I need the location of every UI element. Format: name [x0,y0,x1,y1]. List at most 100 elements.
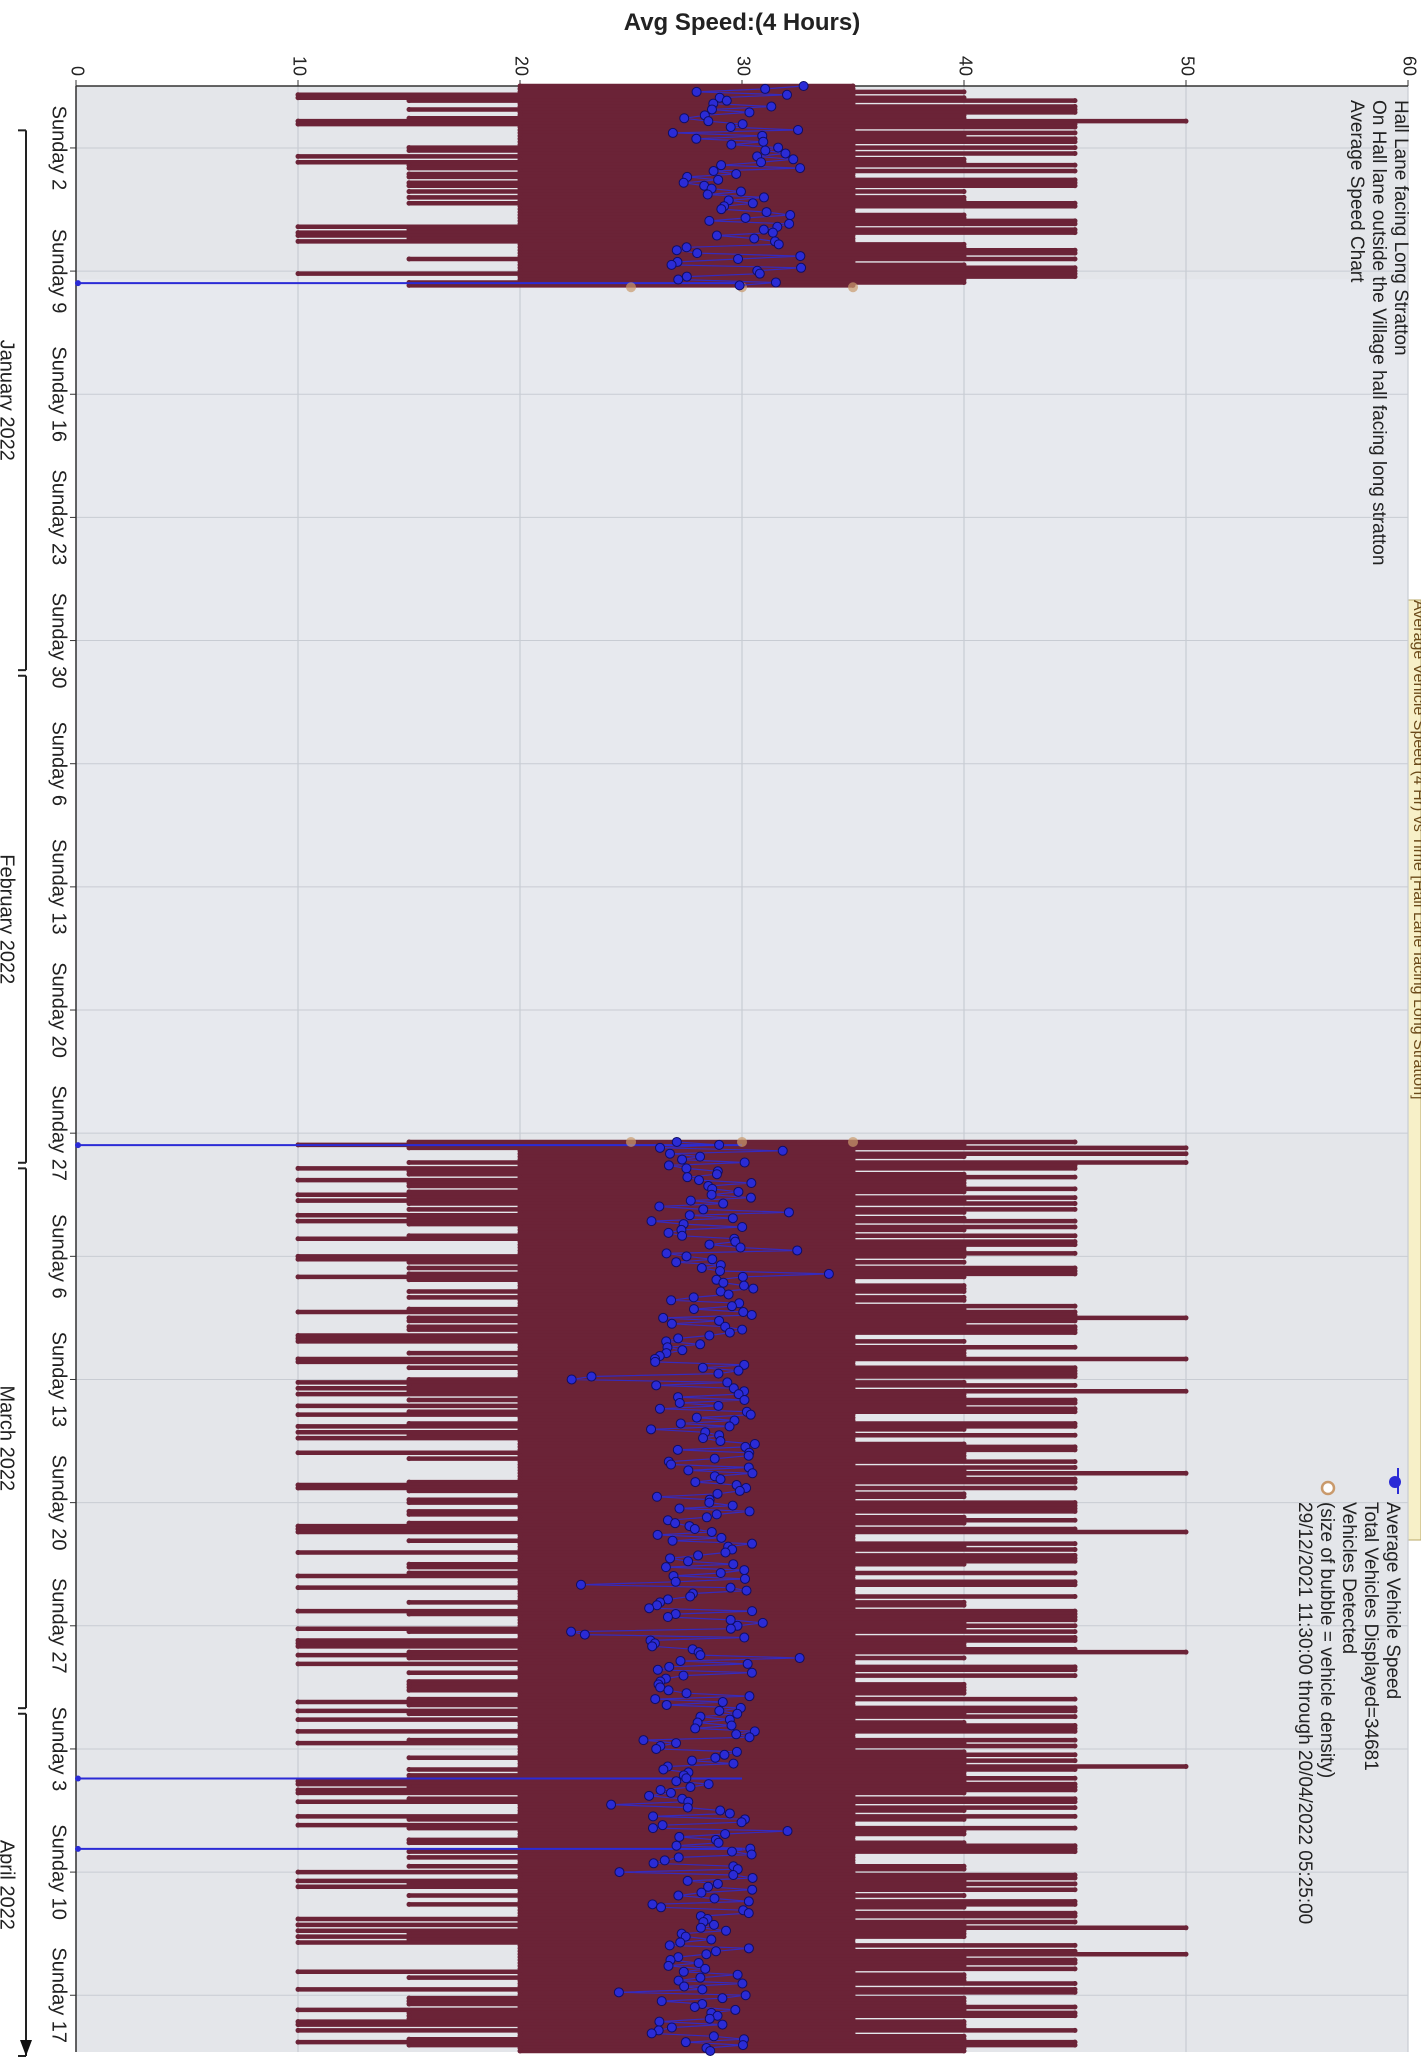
date-tick-label: Sunday 6 [47,721,69,806]
average-speed-point [708,2031,719,2042]
range-min-marker [406,1629,412,1635]
average-speed-point [656,1996,667,2007]
average-speed-point [698,1204,709,1215]
month-label: March 2022 [0,1385,17,1491]
range-min-marker [295,1391,301,1397]
range-max-marker [1183,1315,1189,1321]
range-max-marker [961,189,967,195]
range-max-marker [1072,168,1078,174]
average-speed-point [747,1606,758,1617]
range-min-marker [295,159,301,165]
average-speed-point [760,83,771,94]
average-speed-point [665,1787,676,1798]
average-speed-point [795,251,806,262]
average-speed-point [674,1397,685,1408]
average-speed-point [796,262,807,273]
range-min-marker [406,1201,412,1207]
legend-bubble-marker [1320,1480,1336,1496]
average-speed-point [744,107,755,118]
average-speed-point [679,1981,690,1992]
range-max-marker [1072,274,1078,280]
date-tick-label: Sunday 13 [47,1332,69,1428]
range-max-marker [1072,1400,1078,1406]
range-max-marker [1072,1459,1078,1465]
range-max-marker [1072,1485,1078,1491]
average-speed-point [706,104,717,115]
speed-tick-label: 30 [733,56,753,76]
average-speed-point [644,1790,655,1801]
average-speed-point [749,1438,760,1449]
average-speed-point [705,2045,716,2056]
average-speed-point [714,1705,725,1716]
average-speed-point [711,1169,722,1180]
average-speed-point [655,1784,666,1795]
range-max-marker [1072,1479,1078,1485]
average-speed-point [651,1743,662,1754]
average-speed-point [671,1738,682,1749]
average-speed-point [678,1670,689,1681]
average-speed-point [657,1820,668,1831]
average-speed-point [681,1688,692,1699]
range-min-marker [406,1975,412,1981]
average-speed-point [648,1811,659,1822]
range-min-marker [295,1450,301,1456]
average-speed-point [666,1318,677,1329]
range-min-marker [406,1145,412,1151]
range-max-marker [961,1338,967,1344]
average-speed-point [671,1776,682,1787]
range-max-marker [1072,1547,1078,1553]
average-speed-point [716,160,727,171]
average-speed-point [665,1553,676,1564]
range-min-marker [406,1327,412,1333]
range-max-marker [1183,118,1189,124]
average-speed-point [745,1409,756,1420]
average-speed-point [743,1908,754,1919]
range-max-marker [1072,1714,1078,1720]
range-min-marker [406,1599,412,1605]
average-speed-point [566,1626,577,1637]
average-speed-point [697,1984,708,1995]
legend-total-label: Total Vehicles Displayed=34681 [1360,1502,1381,1771]
average-speed-point [682,1875,693,1886]
range-max-marker [1072,1570,1078,1576]
average-speed-point [659,1855,670,1866]
range-max-marker [961,1561,967,1567]
average-speed-point [647,1899,658,1910]
range-max-marker [961,1866,967,1872]
speed-tick-label: 0 [67,66,87,76]
range-min-marker [406,1511,412,1517]
month-label: April 2022 [0,1840,17,1930]
average-speed-point [717,2019,728,2030]
vehicle-density-bubble [737,1136,747,1147]
range-min-marker [406,174,412,180]
average-speed-point [672,1444,683,1455]
average-speed-point [691,86,702,97]
average-speed-point [711,1509,722,1520]
average-speed-point [749,233,760,244]
average-speed-point [712,1878,723,1889]
range-min-marker [406,1893,412,1899]
chart-note-line: Average Speed Chart [1346,100,1367,283]
range-min-marker [295,1922,301,1928]
range-max-marker [1072,1881,1078,1887]
range-max-marker [1072,2013,1078,2019]
range-min-marker [295,1309,301,1315]
range-min-marker [295,233,301,239]
vehicle-density-bubble [848,282,858,293]
range-min-marker [406,1265,412,1271]
average-speed-point [673,274,684,285]
average-speed-point [695,1151,706,1162]
range-min-marker [406,256,412,262]
range-max-marker [961,1602,967,1608]
range-min-marker [295,1529,301,1535]
average-speed-point [681,1163,692,1174]
date-tick-label: Sunday 20 [47,962,69,1058]
range-max-marker [1072,1508,1078,1514]
range-max-marker [1072,1799,1078,1805]
range-min-marker [295,224,301,230]
average-speed-point [782,89,793,100]
range-min-marker [406,1863,412,1869]
average-speed-point [736,1817,747,1828]
average-speed-point [739,1565,750,1576]
